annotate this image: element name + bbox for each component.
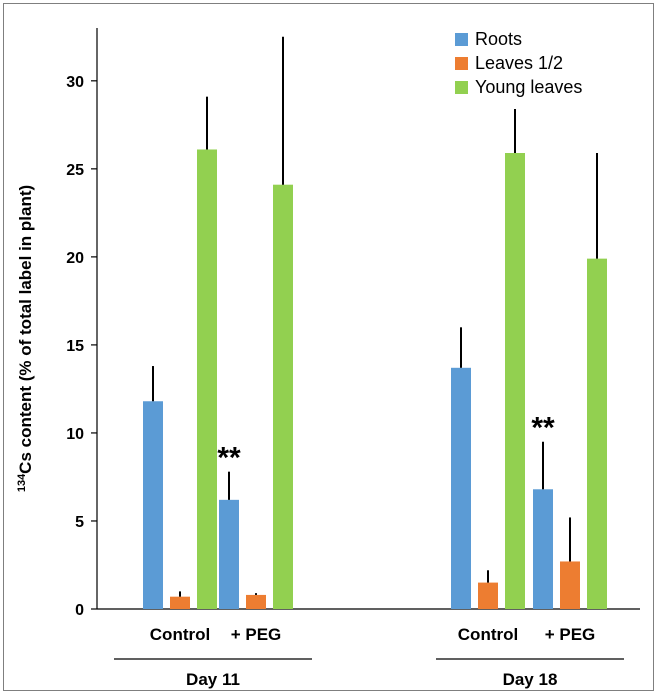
bar <box>533 489 553 609</box>
legend-swatch <box>455 57 468 70</box>
bar <box>478 582 498 609</box>
group-label: Day 18 <box>503 670 558 689</box>
y-tick-label: 0 <box>75 602 84 619</box>
category-label: + PEG <box>231 625 282 644</box>
y-tick-label: 15 <box>66 338 84 355</box>
chart-legend: Roots Leaves 1/2 Young leaves <box>455 29 582 97</box>
y-axis-label-text: Cs content (% of total label in plant) <box>16 185 35 474</box>
y-tick-label: 30 <box>66 74 84 91</box>
significance-marker: ** <box>531 412 555 445</box>
legend-label: Leaves 1/2 <box>475 53 563 73</box>
category-label: Control <box>458 625 518 644</box>
legend-label: Young leaves <box>475 77 582 97</box>
legend-label: Roots <box>475 29 522 49</box>
category-label: + PEG <box>545 625 596 644</box>
bar <box>143 401 163 609</box>
bar <box>197 149 217 609</box>
y-tick-label: 10 <box>66 426 84 443</box>
chart-border <box>3 3 654 691</box>
bar <box>505 153 525 609</box>
bar <box>273 184 293 609</box>
y-axis-label-group: 134Cs content (% of total label in plant… <box>16 185 35 492</box>
significance-marker: ** <box>217 442 241 475</box>
category-label: Control <box>150 625 210 644</box>
y-tick-label: 25 <box>66 162 84 179</box>
bar <box>560 561 580 609</box>
y-tick-label: 5 <box>75 514 84 531</box>
bar <box>246 594 266 609</box>
bar <box>587 258 607 609</box>
y-axis-label: 134Cs content (% of total label in plant… <box>16 185 35 492</box>
y-axis-label-superscript: 134 <box>16 473 28 492</box>
bar <box>219 499 239 609</box>
group-label: Day 11 <box>186 670 240 689</box>
bar <box>170 596 190 609</box>
bar <box>451 367 471 609</box>
y-tick-label: 20 <box>66 250 84 267</box>
legend-swatch <box>455 81 468 94</box>
chart-marks: 0 5 10 15 20 25 30 Control + PEG Control + PEG Day … <box>66 28 640 689</box>
legend-swatch <box>455 33 468 46</box>
